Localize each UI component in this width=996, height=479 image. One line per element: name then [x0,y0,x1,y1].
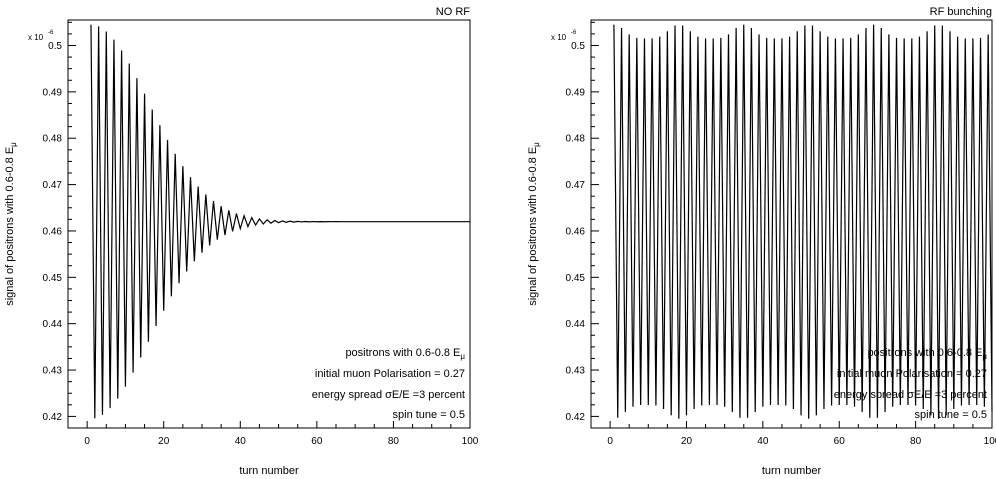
annotation: spin tune = 0.5 [915,409,987,421]
x-tick-label: 80 [910,436,922,447]
y-tick-label: 0.43 [566,366,586,377]
annotation: initial muon Polarisation = 0.27 [837,368,987,380]
y-tick-label: 0.5 [571,41,585,52]
annotation: positrons with 0.6-0.8 Eμ [867,347,987,361]
y-tick-label: 0.46 [566,226,586,237]
annotation: positrons with 0.6-0.8 Eμ [345,347,465,361]
x-tick-label: 0 [84,436,90,447]
annotation-subscript: μ [460,352,465,361]
y-tick-label: 0.42 [566,412,586,423]
x-tick-label: 20 [681,436,693,447]
annotation-text: energy spread σE/E =3 percent [312,389,465,401]
annotation-text: positrons with 0.6-0.8 E [867,347,982,359]
annotation-text: positrons with 0.6-0.8 E [345,347,460,359]
x-tick-label: 80 [388,436,400,447]
annotation-text: spin tune = 0.5 [915,409,987,421]
x-tick-label: 40 [757,436,769,447]
y-axis-label: signal of positrons with 0.6-0.8 Eμ [527,142,541,306]
y-tick-label: 0.47 [43,180,63,191]
series-line-0 [613,24,993,419]
y-multiplier: x 10 [28,33,44,42]
y-axis-label: signal of positrons with 0.6-0.8 Eμ [4,142,18,306]
y-multiplier-exponent: -6 [571,30,577,36]
y-tick-label: 0.45 [43,273,63,284]
x-tick-label: 40 [235,436,247,447]
panel-no-rf: NO RF 0 20 40 60 80 100 0.42 0.43 0.44 0.45 0.46 0.4… [4,6,479,477]
x-tick-label: 100 [462,436,479,447]
x-tick-label: 60 [311,436,323,447]
y-tick-label: 0.48 [566,134,586,145]
y-axis-label-subscript: μ [532,142,541,147]
annotation-subscript: μ [982,352,987,361]
y-tick-label: 0.49 [566,87,586,98]
y-multiplier-exponent: -6 [48,30,54,36]
x-tick-label: 100 [984,436,996,447]
y-axis-label-text: signal of positrons with 0.6-0.8 E [4,147,16,306]
annotation-text: initial muon Polarisation = 0.27 [837,368,987,380]
y-tick-label: 0.44 [43,319,63,330]
x-axis-label: turn number [762,465,822,477]
y-multiplier: x 10 [551,33,567,42]
annotation: energy spread σE/E =3 percent [312,389,465,401]
y-tick-label: 0.43 [43,366,63,377]
x-axis-label: turn number [239,465,299,477]
panel-rf-bunching: RF bunching 0 20 40 60 80 100 0.42 0.43 0.44 0.45 0… [527,6,996,477]
y-axis-label-subscript: μ [9,142,18,147]
annotation: initial muon Polarisation = 0.27 [315,368,465,380]
chart-title: NO RF [436,6,471,18]
x-tick-label: 60 [834,436,846,447]
y-tick-label: 0.48 [43,134,63,145]
series-line-0 [90,24,470,419]
y-tick-label: 0.47 [566,180,586,191]
x-tick-label: 20 [158,436,170,447]
annotation-text: energy spread σE/E =3 percent [834,389,987,401]
y-tick-label: 0.5 [48,41,62,52]
annotation: spin tune = 0.5 [393,409,465,421]
plot-frame [67,19,471,429]
annotation-text: spin tune = 0.5 [393,409,465,421]
chart-title: RF bunching [930,6,992,18]
y-tick-label: 0.42 [43,412,63,423]
x-tick-label: 0 [607,436,613,447]
y-tick-label: 0.49 [43,87,63,98]
annotation-text: initial muon Polarisation = 0.27 [315,368,465,380]
y-tick-label: 0.46 [43,226,63,237]
y-tick-label: 0.45 [566,273,586,284]
plot-frame [590,19,993,429]
y-tick-label: 0.44 [566,319,586,330]
annotation: energy spread σE/E =3 percent [834,389,987,401]
y-axis-label-text: signal of positrons with 0.6-0.8 E [527,147,539,306]
